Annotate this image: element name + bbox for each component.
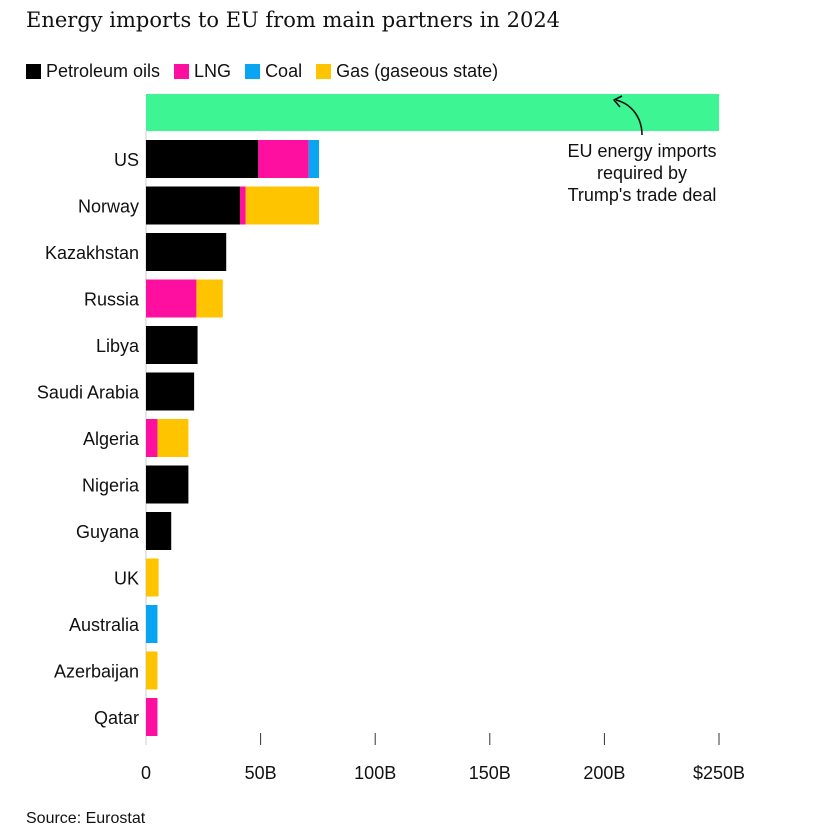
x-tick-label: 50B bbox=[245, 763, 277, 783]
bar-algeria-lng bbox=[146, 419, 158, 457]
category-label-nigeria: Nigeria bbox=[82, 476, 140, 496]
category-label-guyana: Guyana bbox=[76, 522, 140, 542]
bar-russia-lng bbox=[146, 279, 197, 318]
x-tick-label: 150B bbox=[469, 763, 511, 783]
bar-algeria-gas-gaseous-state bbox=[157, 419, 189, 457]
category-label-libya: Libya bbox=[96, 336, 140, 356]
legend-label: Petroleum oils bbox=[46, 60, 161, 81]
category-label-russia: Russia bbox=[84, 290, 140, 310]
bar-uk-gas-gaseous-state bbox=[146, 558, 159, 597]
chart-title: Energy imports to EU from main partners … bbox=[26, 8, 561, 32]
category-label-us: US bbox=[114, 150, 139, 170]
bar-norway-lng bbox=[239, 186, 246, 225]
annotation-arrow bbox=[615, 99, 643, 136]
chart-area: US Norway Kazakhstan Russia Libya Saudi Arabi… bbox=[37, 94, 745, 783]
bar-norway-gas-gaseous-state bbox=[245, 186, 320, 225]
legend-label: Gas (gaseous state) bbox=[336, 60, 499, 81]
legend-swatch bbox=[316, 63, 332, 79]
category-label-saudi-arabia: Saudi Arabia bbox=[37, 383, 140, 403]
category-label-norway: Norway bbox=[78, 197, 139, 217]
legend-item-lng: LNG bbox=[174, 61, 231, 82]
legend-item-gas-gaseous-state: Gas (gaseous state) bbox=[316, 61, 498, 82]
annotation-line: Trump's trade deal bbox=[568, 185, 717, 205]
bar-us-petroleum-oils bbox=[146, 140, 259, 178]
source-note: Source: Eurostat bbox=[26, 810, 146, 827]
category-label-kazakhstan: Kazakhstan bbox=[45, 243, 139, 263]
bar-libya-petroleum-oils bbox=[146, 326, 198, 364]
annotation-line: required by bbox=[597, 163, 687, 183]
bar-us-lng bbox=[258, 140, 309, 178]
bar-saudi-arabia-petroleum-oils bbox=[146, 372, 195, 411]
bar-guyana-petroleum-oils bbox=[146, 512, 172, 550]
legend-label: LNG bbox=[194, 60, 232, 81]
category-label-australia: Australia bbox=[69, 615, 140, 635]
bar-australia-coal bbox=[146, 605, 158, 643]
legend-swatch bbox=[174, 63, 190, 79]
annotation-line: EU energy imports bbox=[567, 141, 716, 161]
category-label-algeria: Algeria bbox=[83, 429, 140, 449]
category-label-uk: UK bbox=[114, 569, 139, 589]
annotation-arrowhead bbox=[613, 95, 623, 108]
annotation-text: EU energy imports required by Trump's trad… bbox=[567, 141, 716, 205]
reference-bar bbox=[146, 94, 719, 131]
legend-item-coal: Coal bbox=[245, 61, 302, 82]
bar-kazakhstan-petroleum-oils bbox=[146, 233, 227, 271]
legend-item-petroleum-oils: Petroleum oils bbox=[26, 61, 160, 82]
bar-qatar-lng bbox=[146, 698, 158, 736]
category-label-azerbaijan: Azerbaijan bbox=[54, 662, 139, 682]
legend-label: Coal bbox=[265, 60, 303, 81]
bar-nigeria-petroleum-oils bbox=[146, 465, 189, 504]
legend-swatch bbox=[26, 63, 41, 79]
bar-russia-gas-gaseous-state bbox=[196, 279, 223, 318]
x-tick-label: 0 bbox=[141, 763, 151, 783]
bar-azerbaijan-gas-gaseous-state bbox=[146, 651, 158, 690]
category-label-qatar: Qatar bbox=[94, 708, 139, 728]
legend: Petroleum oils LNG Coal Gas (gaseous state) bbox=[26, 58, 512, 84]
x-tick-label: $250B bbox=[693, 763, 745, 783]
bar-norway-petroleum-oils bbox=[146, 186, 240, 225]
bar-us-coal bbox=[308, 140, 320, 178]
x-tick-label: 200B bbox=[583, 763, 625, 783]
legend-swatch bbox=[245, 63, 261, 79]
x-tick-label: 100B bbox=[354, 763, 396, 783]
